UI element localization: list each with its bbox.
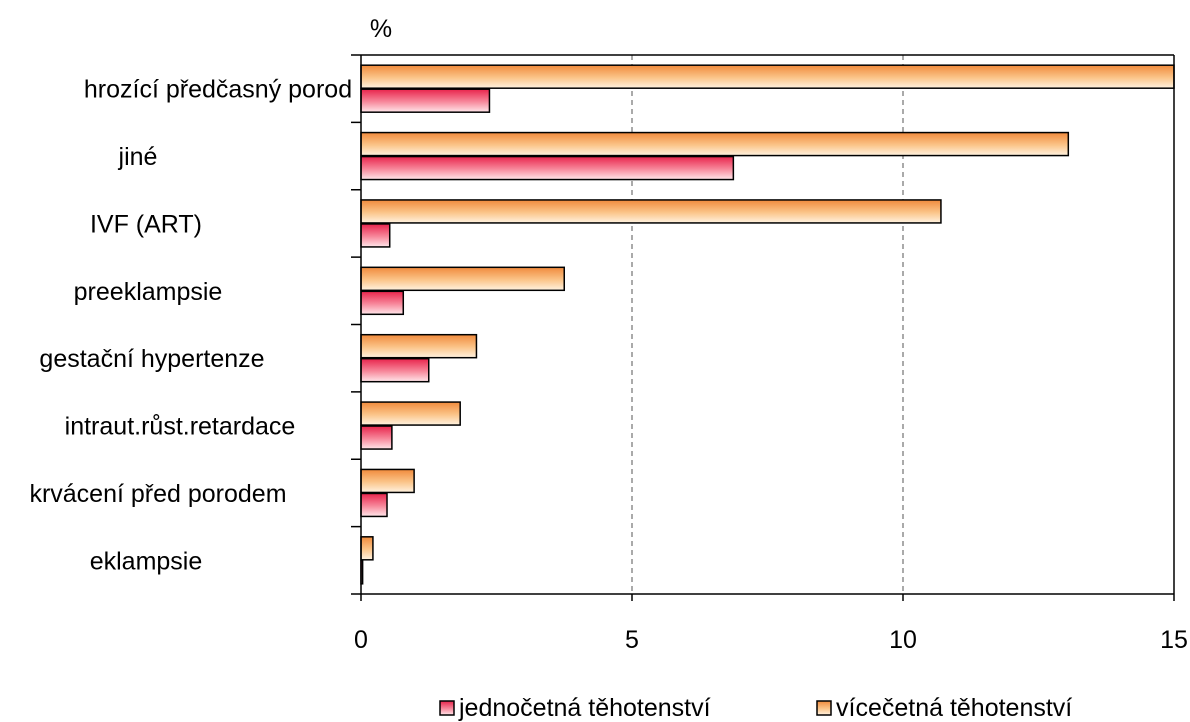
bar-multi-7 bbox=[360, 536, 374, 561]
legend-swatch-single bbox=[439, 700, 455, 716]
bar-multi-2 bbox=[360, 199, 942, 224]
axis-unit-label: % bbox=[370, 15, 392, 43]
category-label-1: jiné bbox=[118, 143, 158, 171]
x-tick-label-3: 15 bbox=[1160, 626, 1188, 654]
tick-labels: 0 5 10 15 bbox=[354, 626, 1188, 654]
legend-swatch-multi bbox=[816, 700, 832, 716]
bar-multi-0 bbox=[360, 64, 1175, 89]
category-label-5: intraut.růst.retardace bbox=[65, 413, 296, 441]
category-label-3: preeklampsie bbox=[74, 278, 223, 306]
x-tick-label-2: 10 bbox=[889, 626, 917, 654]
bar-single-0 bbox=[360, 88, 491, 113]
bar-single-4 bbox=[360, 357, 430, 383]
category-label-4: gestační hypertenze bbox=[39, 345, 264, 373]
category-label-2: IVF (ART) bbox=[90, 210, 202, 238]
bar-multi-1 bbox=[360, 131, 1070, 157]
category-labels: hrozící předčasný porod jiné IVF (ART) pree… bbox=[29, 76, 352, 576]
legend-label-multi: vícečetná těhotenství bbox=[836, 694, 1072, 722]
category-label-6: krvácení před porodem bbox=[29, 480, 286, 508]
category-label-7: eklampsie bbox=[90, 547, 203, 575]
bar-single-5 bbox=[360, 425, 393, 450]
bar-multi-3 bbox=[360, 266, 565, 292]
bar-multi-4 bbox=[360, 333, 478, 359]
x-tick-label-1: 5 bbox=[625, 626, 639, 654]
bar-single-1 bbox=[360, 155, 735, 181]
category-label-0: hrozící předčasný porod bbox=[84, 76, 352, 104]
bar-single-3 bbox=[360, 290, 405, 316]
bar-multi-6 bbox=[360, 468, 415, 494]
bar-single-6 bbox=[360, 492, 388, 518]
axes bbox=[351, 54, 1175, 601]
bars bbox=[360, 64, 1175, 585]
bar-multi-5 bbox=[360, 401, 461, 426]
legend: jednočetná těhotenství vícečetná těhoten… bbox=[439, 694, 1072, 722]
x-tick-label-0: 0 bbox=[354, 626, 368, 654]
bar-single-2 bbox=[360, 223, 391, 248]
legend-label-single: jednočetná těhotenství bbox=[458, 694, 711, 722]
